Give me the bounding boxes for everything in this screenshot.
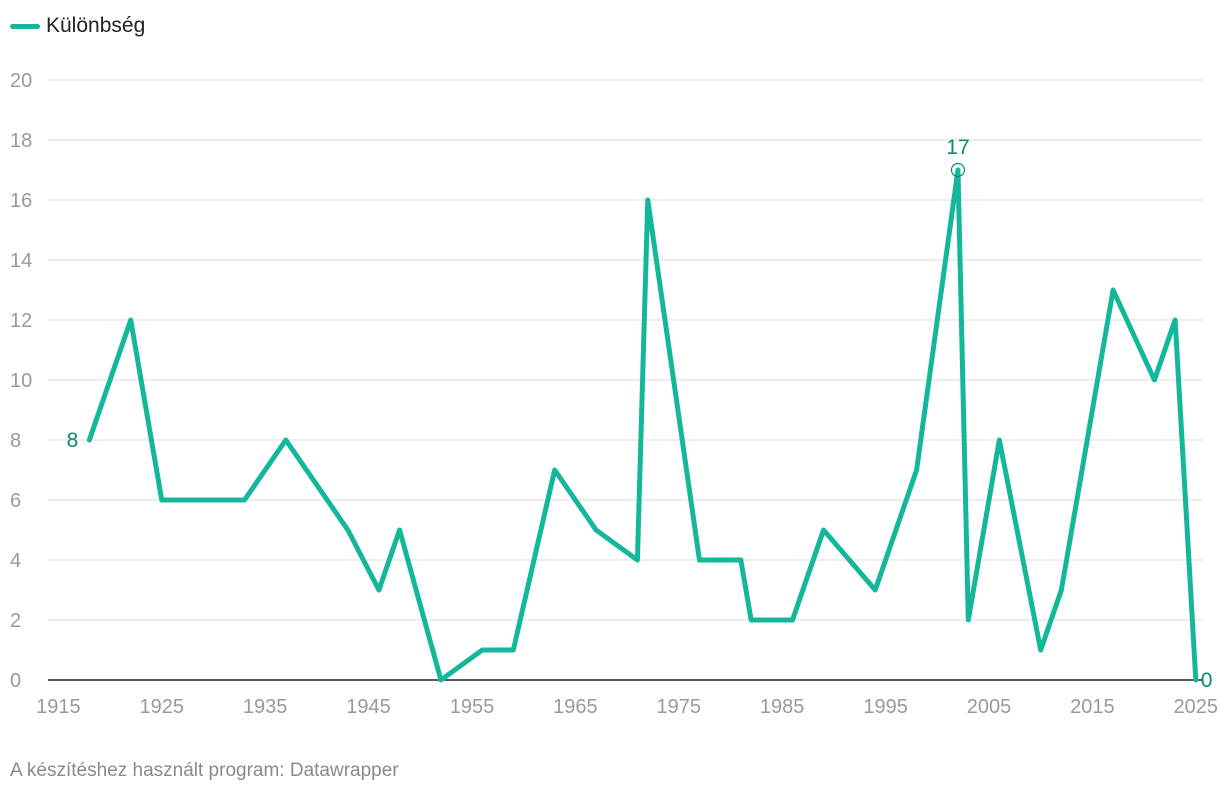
y-tick-label: 8: [10, 430, 21, 452]
x-tick-label: 1995: [863, 696, 908, 718]
x-tick-label: 1945: [346, 696, 391, 718]
series-line: [86, 167, 1199, 683]
y-tick-label: 4: [10, 550, 21, 572]
data-label: 17: [946, 136, 969, 159]
data-label: 8: [67, 429, 79, 452]
x-tick-label: 2005: [967, 696, 1012, 718]
source-credit: A készítéshez használt program: Datawrap…: [10, 760, 399, 781]
x-tick-label: 1935: [243, 696, 288, 718]
x-tick-label: 2015: [1070, 696, 1115, 718]
y-tick-label: 6: [10, 490, 21, 512]
x-tick-label: 2025: [1174, 696, 1219, 718]
chart-legend: Különbség: [10, 14, 145, 38]
legend-swatch: [10, 23, 40, 29]
y-tick-label: 14: [10, 250, 32, 272]
x-tick-label: 1965: [553, 696, 598, 718]
y-tick-label: 10: [10, 370, 32, 392]
legend-label: Különbség: [46, 14, 146, 37]
y-tick-label: 2: [10, 610, 21, 632]
x-tick-label: 1925: [139, 696, 184, 718]
x-tick-label: 1975: [657, 696, 702, 718]
y-tick-label: 18: [10, 130, 32, 152]
x-tick-label: 1985: [760, 696, 805, 718]
y-tick-label: 20: [10, 70, 32, 92]
data-label: 0: [1201, 669, 1213, 692]
y-tick-label: 16: [10, 190, 32, 212]
x-tick-label: 1955: [450, 696, 495, 718]
y-tick-label: 12: [10, 310, 32, 332]
x-tick-label: 1915: [36, 696, 81, 718]
highlight-point-marker: [950, 162, 966, 178]
y-tick-label: 0: [10, 670, 21, 692]
